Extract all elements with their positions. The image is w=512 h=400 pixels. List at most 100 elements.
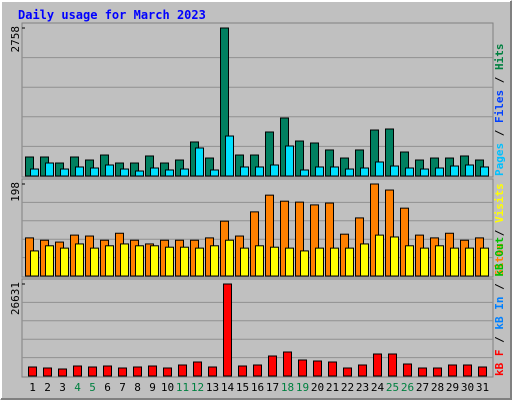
bar (255, 245, 264, 277)
x-tick-label: 4 (74, 381, 81, 394)
legend-separator: / (493, 123, 506, 143)
bar (165, 246, 174, 277)
bar (175, 159, 184, 177)
bar (343, 367, 352, 377)
bar (390, 165, 399, 177)
bar (195, 147, 204, 177)
bar (370, 183, 379, 277)
bar (250, 154, 259, 177)
bar (180, 168, 189, 177)
bar (250, 211, 259, 277)
y-tick-label: 2758 (9, 26, 22, 53)
bar (433, 367, 442, 377)
bar (60, 247, 69, 277)
bar (315, 247, 324, 277)
bar (148, 365, 157, 377)
bar (28, 366, 37, 377)
x-tick-label: 11 (176, 381, 189, 394)
x-tick-label: 8 (134, 381, 141, 394)
bar (430, 157, 439, 177)
x-tick-label: 3 (59, 381, 66, 394)
bar (235, 154, 244, 177)
x-tick-label: 27 (416, 381, 429, 394)
bar (400, 151, 409, 177)
bar (180, 246, 189, 277)
bar (45, 162, 54, 177)
y-tick-label: 26631 (9, 282, 22, 315)
x-tick-label: 19 (296, 381, 309, 394)
bar (355, 149, 364, 177)
bar (325, 202, 334, 277)
x-tick-label: 30 (461, 381, 474, 394)
bar (30, 168, 39, 177)
bar (90, 247, 99, 277)
bar (358, 364, 367, 377)
bar (255, 166, 264, 177)
bar (90, 167, 99, 177)
x-tick-label: 12 (191, 381, 204, 394)
bar (388, 353, 397, 377)
bar (225, 135, 234, 177)
bar (130, 162, 139, 177)
bar (328, 361, 337, 377)
bar (480, 166, 489, 177)
bar (373, 353, 382, 377)
x-tick-label: 15 (236, 381, 249, 394)
x-tick-label: 21 (326, 381, 339, 394)
bar (75, 166, 84, 177)
bar (295, 140, 304, 177)
x-tick-label: 22 (341, 381, 354, 394)
bar (448, 364, 457, 377)
bar (478, 366, 487, 377)
bar (150, 167, 159, 177)
legend-entry: Sites (493, 243, 506, 276)
y-tick-label: 198 (9, 182, 22, 202)
x-tick-label: 24 (371, 381, 385, 394)
bar (240, 247, 249, 277)
bar (270, 246, 279, 277)
bar (238, 365, 247, 377)
legend-separator: / (493, 277, 506, 297)
bar (210, 245, 219, 277)
bar (403, 363, 412, 377)
plot-area (21, 278, 494, 378)
plot-area (21, 22, 494, 178)
bar (270, 164, 279, 177)
bar (280, 200, 289, 277)
bar (420, 247, 429, 277)
x-tick-label: 17 (266, 381, 279, 394)
bar (75, 243, 84, 277)
bar (240, 166, 249, 177)
bar (360, 243, 369, 277)
bar (375, 234, 384, 277)
bar (465, 164, 474, 177)
legend-entry: kB Out (493, 237, 506, 277)
bar (283, 351, 292, 377)
x-tick-label: 9 (149, 381, 156, 394)
legend-entry: Files (493, 90, 506, 123)
bar (60, 168, 69, 177)
bar (135, 170, 144, 177)
bar (73, 365, 82, 377)
bar (43, 367, 52, 377)
x-tick-label: 2 (44, 381, 51, 394)
bar (465, 247, 474, 277)
bar (310, 204, 319, 277)
bar (370, 129, 379, 177)
bar (150, 245, 159, 277)
bar (435, 245, 444, 277)
bar (405, 167, 414, 177)
bar (330, 166, 339, 177)
legend-entry: kB In (493, 297, 506, 330)
bar (220, 27, 229, 177)
x-tick-label: 14 (221, 381, 235, 394)
bar (360, 167, 369, 177)
bar (163, 367, 172, 377)
x-tick-label: 5 (89, 381, 96, 394)
bar (120, 243, 129, 277)
bar (298, 359, 307, 377)
bar (30, 250, 39, 277)
